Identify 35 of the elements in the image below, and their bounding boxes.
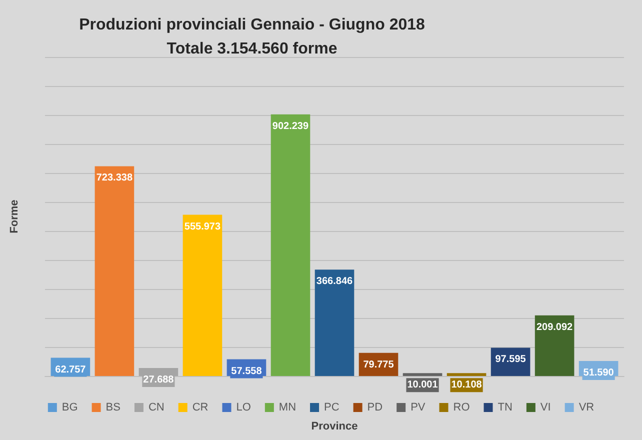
data-label: 902.239: [272, 120, 309, 132]
legend-label: VR: [578, 402, 594, 414]
y-axis-title: Forme: [8, 200, 20, 234]
data-label: 79.775: [363, 359, 394, 370]
bar: [402, 373, 442, 376]
data-label: 51.590: [583, 368, 614, 379]
legend-label: BG: [62, 402, 78, 414]
data-label: 10.108: [451, 380, 482, 391]
x-axis-title: Province: [311, 420, 358, 432]
legend-label: VI: [540, 402, 551, 414]
chart-title: Produzioni provinciali Gennaio - Giugno 2018: [79, 16, 426, 34]
data-label: 209.092: [536, 322, 574, 333]
data-label: 555.973: [184, 221, 221, 232]
data-label: 97.595: [495, 354, 526, 366]
legend-label: MN: [278, 402, 296, 414]
data-label: 723.338: [96, 172, 133, 184]
legend-label: TN: [498, 402, 512, 414]
legend-label: PD: [367, 402, 383, 414]
bar: [314, 270, 354, 376]
legend-label: RO: [453, 402, 470, 414]
bar: [94, 166, 134, 376]
bar: [446, 373, 486, 376]
legend-label: BS: [106, 402, 120, 414]
data-label: 10.001: [407, 380, 438, 391]
data-label: 27.688: [143, 374, 174, 386]
legend-label: CN: [148, 402, 164, 414]
bar: [182, 214, 222, 376]
legend-label: LO: [236, 402, 252, 414]
legend-label: PV: [410, 402, 426, 414]
bar: [270, 114, 310, 376]
legend-label: CR: [192, 402, 208, 414]
data-label: 366.846: [316, 276, 354, 288]
chart-subtitle: Totale 3.154.560 forme: [166, 40, 338, 58]
data-label: 62.757: [55, 364, 86, 376]
legend-label: PC: [324, 402, 340, 414]
